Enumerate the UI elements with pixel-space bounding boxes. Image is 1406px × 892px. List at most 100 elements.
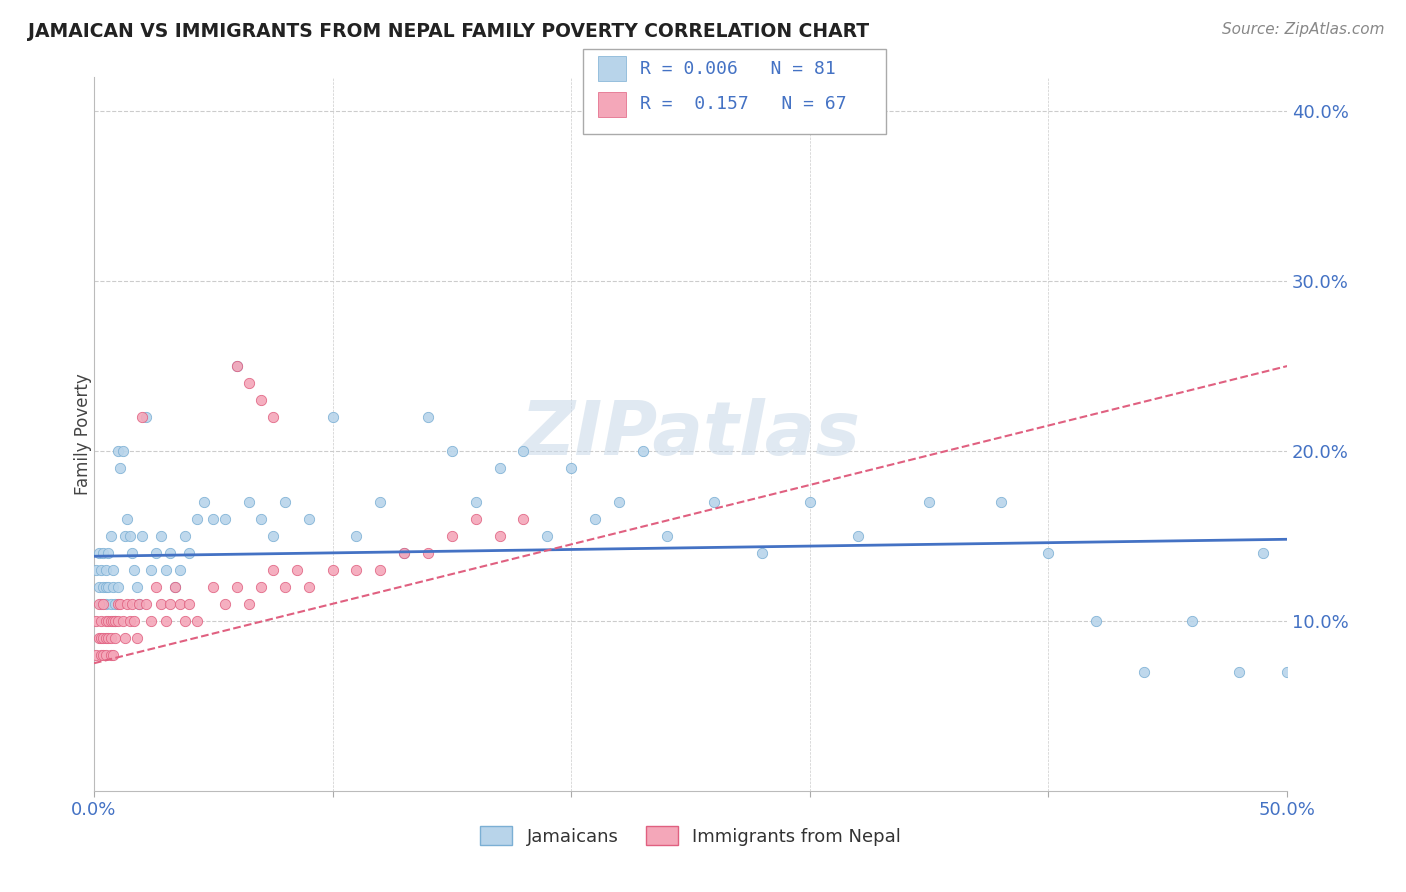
- Point: [107, 444, 129, 458]
- Point: [124, 614, 146, 628]
- Point: [1085, 614, 1108, 628]
- Point: [440, 529, 463, 543]
- Point: [100, 614, 122, 628]
- Text: Source: ZipAtlas.com: Source: ZipAtlas.com: [1222, 22, 1385, 37]
- Point: [165, 580, 187, 594]
- Point: [990, 495, 1012, 509]
- Point: [440, 444, 463, 458]
- Point: [560, 461, 582, 475]
- Point: [262, 529, 284, 543]
- Point: [90, 648, 112, 662]
- Point: [94, 648, 117, 662]
- Text: R =  0.157   N = 67: R = 0.157 N = 67: [640, 95, 846, 113]
- Point: [214, 512, 236, 526]
- Point: [90, 597, 112, 611]
- Point: [149, 597, 172, 611]
- Point: [193, 495, 215, 509]
- Text: R = 0.006   N = 81: R = 0.006 N = 81: [640, 60, 835, 78]
- Point: [107, 580, 129, 594]
- Point: [93, 580, 115, 594]
- Point: [262, 410, 284, 425]
- Point: [488, 529, 510, 543]
- Point: [155, 563, 177, 577]
- Point: [141, 563, 163, 577]
- Point: [131, 410, 153, 425]
- Point: [512, 444, 534, 458]
- Text: ZIPatlas: ZIPatlas: [520, 398, 860, 470]
- Point: [111, 614, 134, 628]
- Point: [108, 461, 131, 475]
- Point: [346, 529, 368, 543]
- Point: [107, 614, 129, 628]
- Point: [173, 614, 195, 628]
- Point: [368, 563, 391, 577]
- Point: [97, 614, 120, 628]
- Point: [125, 580, 148, 594]
- Point: [90, 614, 112, 628]
- Point: [97, 580, 120, 594]
- Point: [226, 359, 249, 373]
- Point: [238, 495, 260, 509]
- Point: [101, 648, 124, 662]
- Point: [226, 580, 249, 594]
- Point: [111, 444, 134, 458]
- Point: [94, 597, 117, 611]
- Point: [86, 563, 108, 577]
- Point: [416, 546, 439, 560]
- Point: [145, 546, 167, 560]
- Point: [322, 563, 344, 577]
- Point: [846, 529, 869, 543]
- Text: JAMAICAN VS IMMIGRANTS FROM NEPAL FAMILY POVERTY CORRELATION CHART: JAMAICAN VS IMMIGRANTS FROM NEPAL FAMILY…: [28, 22, 869, 41]
- Point: [250, 512, 273, 526]
- Point: [416, 410, 439, 425]
- Point: [1227, 665, 1250, 679]
- Point: [93, 648, 115, 662]
- Point: [87, 546, 110, 560]
- Point: [121, 597, 143, 611]
- Point: [583, 512, 606, 526]
- Point: [104, 614, 127, 628]
- Point: [118, 614, 141, 628]
- Legend: Jamaicans, Immigrants from Nepal: Jamaicans, Immigrants from Nepal: [472, 819, 908, 853]
- Point: [128, 597, 150, 611]
- Point: [104, 631, 127, 645]
- Y-axis label: Family Poverty: Family Poverty: [75, 373, 91, 495]
- Point: [1275, 665, 1298, 679]
- Point: [631, 444, 654, 458]
- Point: [1181, 614, 1204, 628]
- Point: [104, 597, 127, 611]
- Point: [101, 563, 124, 577]
- Point: [169, 563, 191, 577]
- Point: [141, 614, 163, 628]
- Point: [250, 392, 273, 407]
- Point: [107, 597, 129, 611]
- Point: [149, 529, 172, 543]
- Point: [90, 631, 112, 645]
- Point: [118, 529, 141, 543]
- Point: [97, 546, 120, 560]
- Point: [94, 580, 117, 594]
- Point: [135, 597, 157, 611]
- Point: [368, 495, 391, 509]
- Point: [100, 648, 122, 662]
- Point: [262, 563, 284, 577]
- Point: [125, 631, 148, 645]
- Point: [87, 580, 110, 594]
- Point: [464, 495, 486, 509]
- Point: [165, 580, 187, 594]
- Point: [90, 563, 112, 577]
- Point: [202, 580, 225, 594]
- Point: [87, 597, 110, 611]
- Point: [274, 495, 297, 509]
- Point: [100, 597, 122, 611]
- Point: [93, 597, 115, 611]
- Point: [392, 546, 415, 560]
- Point: [117, 512, 139, 526]
- Point: [186, 614, 208, 628]
- Point: [918, 495, 941, 509]
- Point: [108, 597, 131, 611]
- Point: [179, 546, 201, 560]
- Point: [1347, 665, 1369, 679]
- Point: [250, 580, 273, 594]
- Point: [93, 546, 115, 560]
